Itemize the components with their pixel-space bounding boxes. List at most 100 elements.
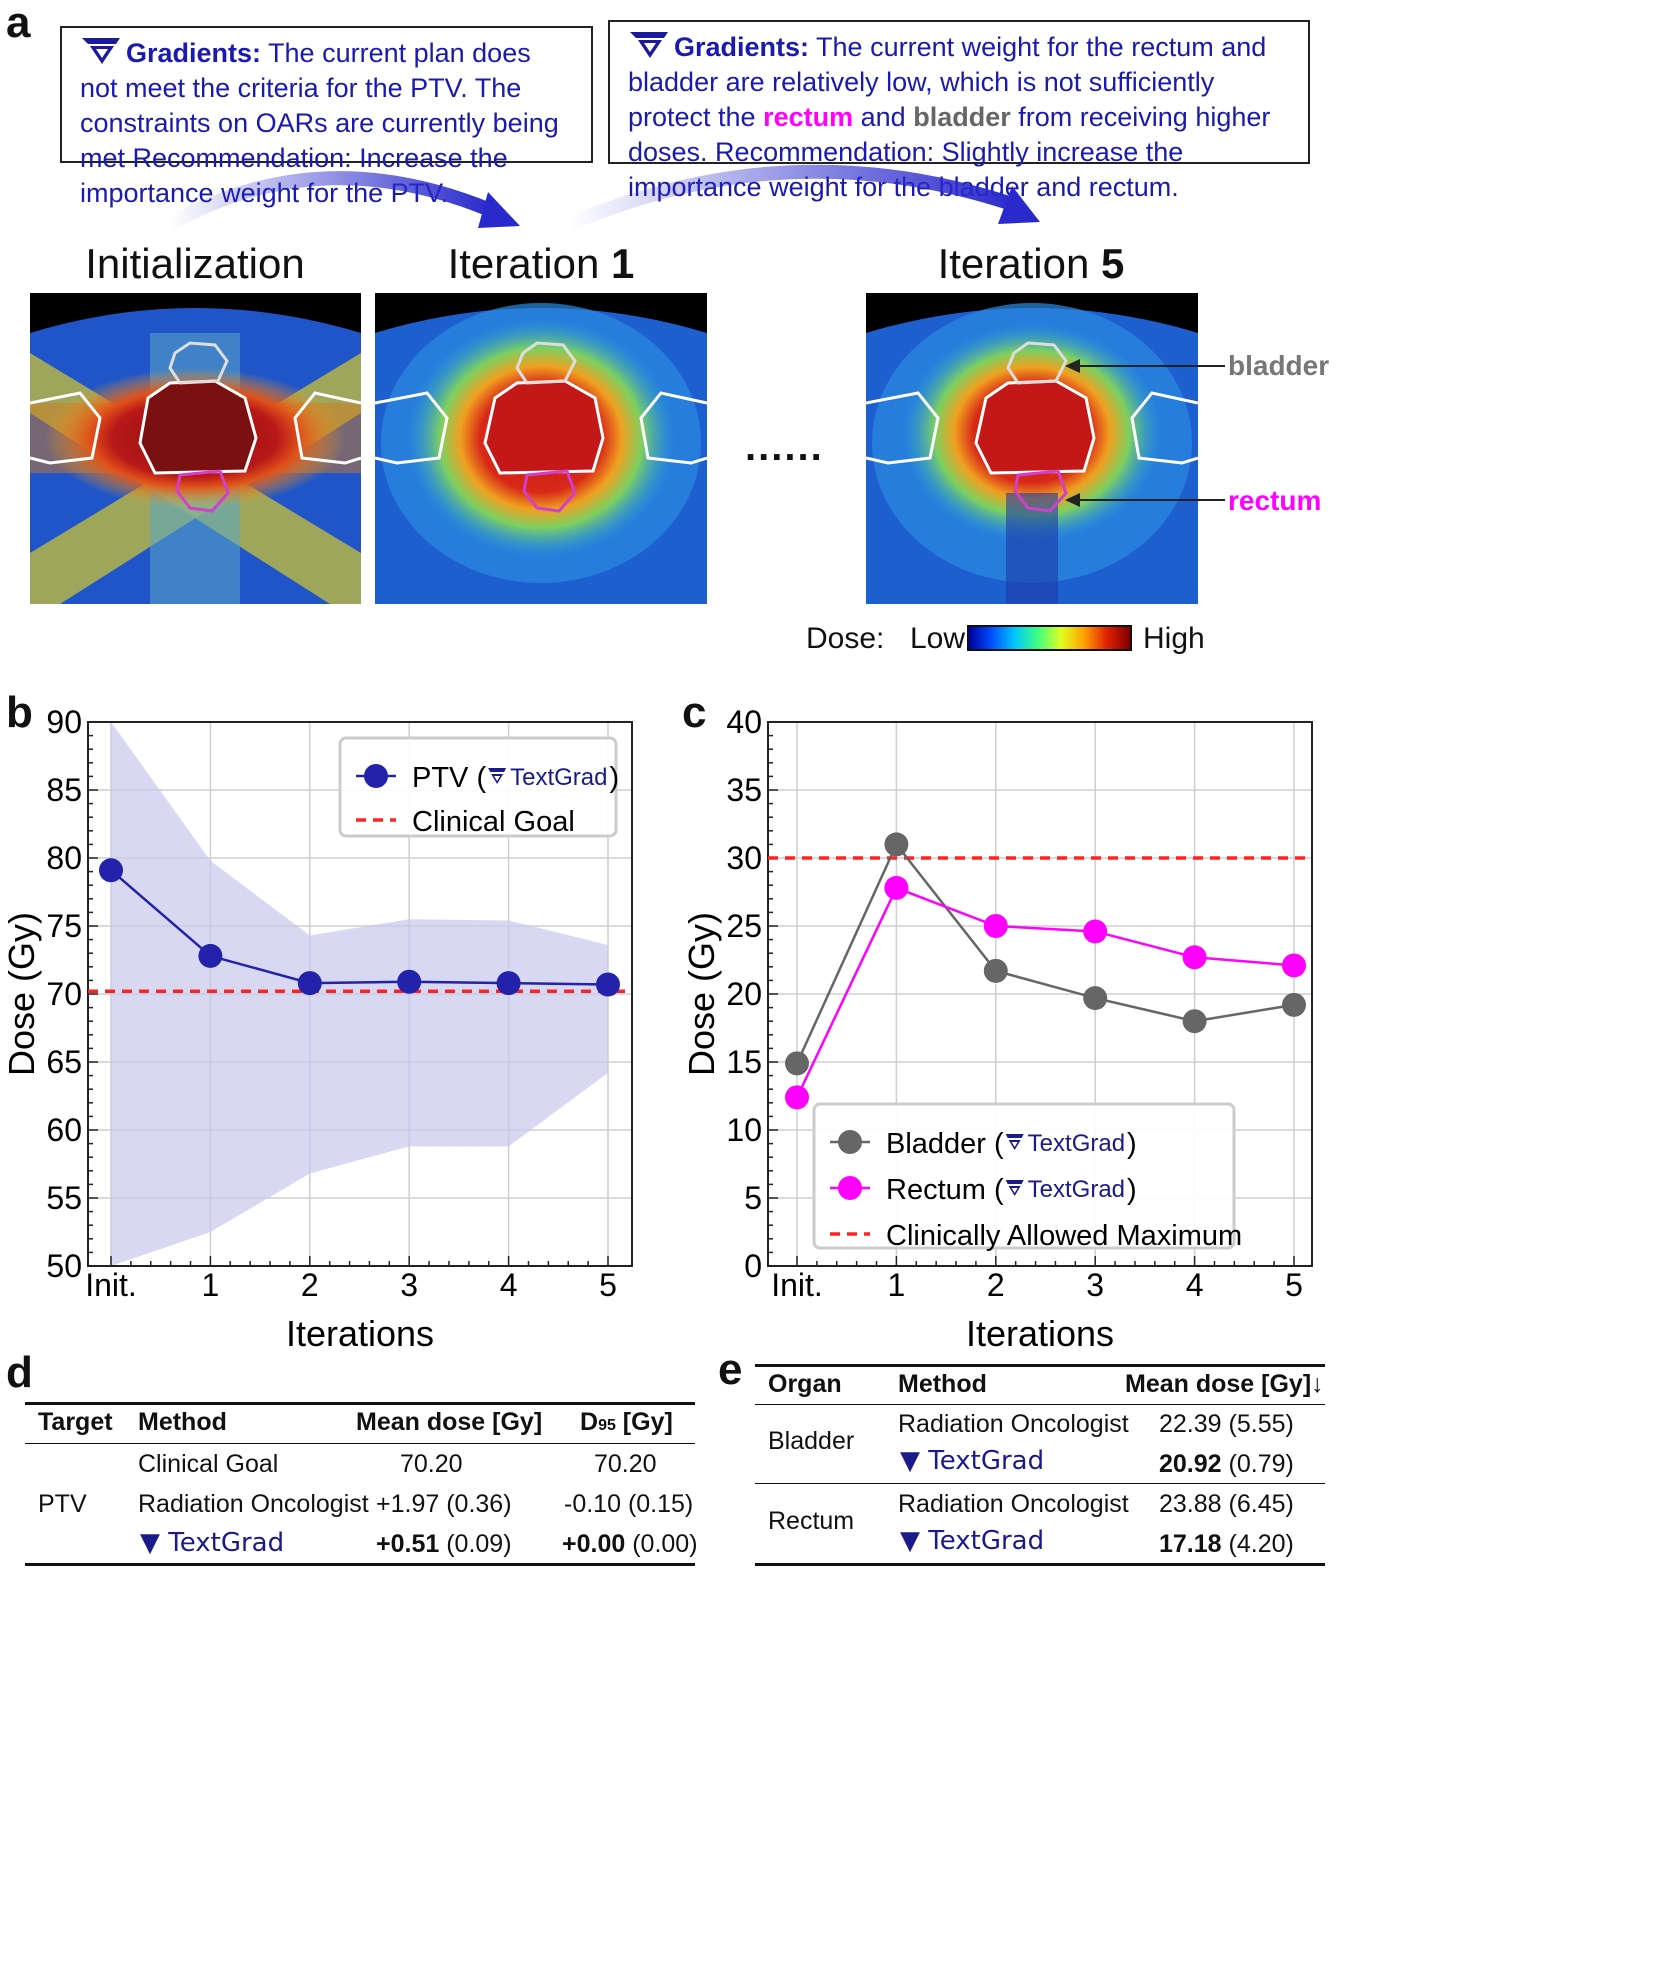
table-e-method: Radiation Oncologist bbox=[898, 1410, 1129, 1438]
legend-suffix: ) bbox=[610, 762, 620, 794]
textgrad-logo-hole bbox=[494, 776, 501, 781]
textgrad-logo-icon: ▼ bbox=[140, 1528, 160, 1558]
gradients-logo-icon bbox=[82, 38, 120, 64]
legend-method-label: TextGrad bbox=[1028, 1130, 1125, 1157]
panel-label-c: c bbox=[682, 688, 707, 737]
scan-title-init: Initialization bbox=[85, 240, 305, 287]
data-point-ptv bbox=[496, 971, 521, 996]
d95-value: +0.00 bbox=[562, 1530, 626, 1558]
table-e-mean: 20.92 (0.79) bbox=[1159, 1450, 1294, 1479]
legend-marker bbox=[838, 1130, 862, 1154]
table-e-organ: Rectum bbox=[768, 1507, 855, 1535]
legend-method-label: TextGrad bbox=[1028, 1176, 1125, 1203]
dose-map-iteration-5 bbox=[866, 293, 1198, 604]
gradient-text-2: and bbox=[860, 102, 906, 132]
y-tick-label: 35 bbox=[726, 772, 762, 808]
method-label: TextGrad bbox=[928, 1526, 1045, 1556]
x-tick-label: 5 bbox=[599, 1267, 617, 1303]
table-e-top-rule bbox=[755, 1364, 1325, 1367]
y-tick-label: 85 bbox=[46, 772, 82, 808]
panel-label-e: e bbox=[718, 1345, 743, 1394]
mean-sd: (5.55) bbox=[1228, 1410, 1294, 1438]
mean-value: 17.18 bbox=[1159, 1530, 1222, 1558]
mean-value: 23.88 bbox=[1159, 1490, 1222, 1518]
table-d-top-rule bbox=[25, 1402, 695, 1405]
gradient-rectum-word: rectum bbox=[763, 102, 854, 132]
dose-colorbar bbox=[967, 625, 1132, 651]
table-d-mean: +0.51 (0.09) bbox=[376, 1530, 512, 1559]
iteration-arrows bbox=[166, 164, 1040, 231]
legend-marker bbox=[364, 764, 388, 788]
d95-subscript: 95 bbox=[598, 1417, 616, 1434]
data-point-bladder bbox=[983, 958, 1008, 983]
table-d-method: Clinical Goal bbox=[138, 1450, 279, 1478]
legend-box bbox=[812, 1102, 1236, 1250]
legend-label: PTV ( bbox=[412, 762, 486, 794]
mean-value: 22.39 bbox=[1159, 1410, 1222, 1438]
legend-method-label: TextGrad bbox=[510, 764, 607, 791]
d95-unit: [Gy] bbox=[615, 1408, 673, 1436]
textgrad-logo-bar bbox=[1005, 1134, 1024, 1138]
x-tick-label: 4 bbox=[500, 1267, 518, 1303]
gradient-bladder-word: bladder bbox=[913, 102, 1011, 132]
mean-sd: (0.36) bbox=[446, 1490, 512, 1518]
x-tick-label: 1 bbox=[888, 1267, 906, 1303]
method-label: TextGrad bbox=[928, 1446, 1045, 1476]
arrow-2 bbox=[567, 164, 1018, 231]
table-e-mid-rule bbox=[755, 1404, 1325, 1405]
y-tick-label: 30 bbox=[726, 840, 762, 876]
mean-value: 20.92 bbox=[1159, 1450, 1222, 1478]
legend-label: Clinically Allowed Maximum bbox=[886, 1220, 1242, 1252]
dose-map-iteration-1 bbox=[375, 293, 707, 604]
data-point-ptv bbox=[99, 858, 123, 883]
panel-label-d: d bbox=[6, 1348, 33, 1397]
data-point-bladder bbox=[1083, 986, 1108, 1011]
legend-marker bbox=[838, 1176, 862, 1200]
data-point-bladder bbox=[1182, 1009, 1207, 1034]
table-d-header-mean: Mean dose [Gy] bbox=[356, 1408, 543, 1436]
x-tick-label: 1 bbox=[202, 1267, 220, 1303]
method-label: TextGrad bbox=[168, 1528, 285, 1558]
table-d-mean: +1.97 (0.36) bbox=[376, 1490, 512, 1519]
x-axis-label: Iterations bbox=[966, 1313, 1114, 1354]
y-tick-label: 65 bbox=[46, 1044, 82, 1080]
y-axis-label: Dose (Gy) bbox=[1, 912, 42, 1076]
y-axis-label: Dose (Gy) bbox=[681, 912, 722, 1076]
y-tick-label: 55 bbox=[46, 1180, 82, 1216]
table-e-mean: 23.88 (6.45) bbox=[1159, 1490, 1294, 1519]
data-point-rectum bbox=[785, 1085, 809, 1110]
data-point-ptv bbox=[297, 971, 322, 996]
scan-title-num: 1 bbox=[611, 240, 635, 287]
legend-box bbox=[338, 736, 618, 838]
textgrad-logo-bar bbox=[488, 768, 507, 772]
y-tick-label: 15 bbox=[726, 1044, 762, 1080]
table-d-header-method: Method bbox=[138, 1408, 227, 1436]
confidence-band bbox=[111, 722, 608, 1266]
table-d-header-d95: D95 [Gy] bbox=[580, 1408, 673, 1437]
table-d-method-textgrad: ▼ TextGrad bbox=[140, 1528, 284, 1558]
mean-sd: (6.45) bbox=[1228, 1490, 1294, 1518]
y-tick-label: 20 bbox=[726, 976, 762, 1012]
y-tick-label: 70 bbox=[46, 976, 82, 1012]
table-e-header-method: Method bbox=[898, 1370, 987, 1398]
y-tick-label: 60 bbox=[46, 1112, 82, 1148]
gradient-box-1: Gradients: The current plan does not mee… bbox=[60, 26, 593, 208]
d95-letter: D bbox=[580, 1408, 599, 1436]
data-point-rectum bbox=[1282, 953, 1306, 978]
x-tick-label: 3 bbox=[400, 1267, 418, 1303]
table-e-header-mean: Mean dose [Gy]↓ bbox=[1125, 1370, 1324, 1398]
legend-label: Clinical Goal bbox=[412, 806, 575, 838]
y-tick-label: 90 bbox=[46, 704, 82, 740]
legend-suffix: ) bbox=[1127, 1128, 1137, 1160]
data-point-bladder bbox=[785, 1051, 809, 1076]
textgrad-logo-icon bbox=[1005, 1134, 1024, 1150]
textgrad-logo-hole bbox=[1011, 1142, 1018, 1147]
table-d-mean: 70.20 bbox=[400, 1450, 463, 1478]
x-tick-label: 5 bbox=[1285, 1267, 1303, 1303]
data-point-bladder bbox=[1282, 992, 1306, 1017]
y-tick-label: 5 bbox=[744, 1180, 762, 1216]
textgrad-logo-icon: ▼ bbox=[900, 1526, 920, 1556]
series-line-bladder bbox=[795, 842, 1295, 1064]
scan-title-iter1: Iteration 1 bbox=[375, 240, 707, 288]
data-point-ptv bbox=[596, 972, 620, 997]
